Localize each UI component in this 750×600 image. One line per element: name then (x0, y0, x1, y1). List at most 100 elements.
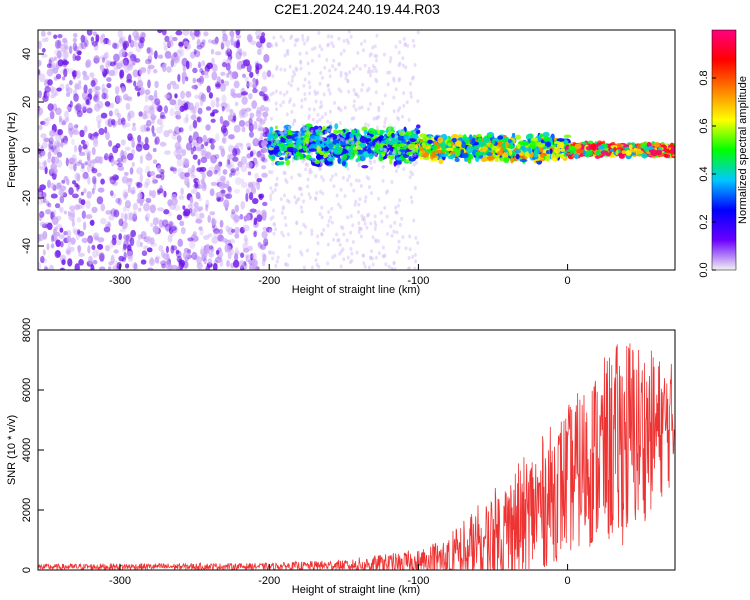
spectrogram-cell (260, 147, 268, 153)
spectrogram-cell (285, 137, 293, 145)
spectrogram-cell (70, 157, 77, 163)
spectrogram-cell (55, 107, 62, 116)
spectrogram-cell (373, 220, 377, 225)
spectrogram-cell (231, 208, 235, 215)
spectrogram-cell (310, 265, 314, 270)
spectrogram-cell (63, 118, 68, 125)
spectrogram-cell (375, 33, 379, 38)
spectrogram-cell (113, 249, 119, 254)
spectrogram-cell (59, 206, 64, 214)
spectrogram-cell (183, 116, 189, 124)
spectrogram-cell (149, 204, 156, 214)
spectrogram-cell (94, 85, 98, 94)
spectrogram-cell (388, 59, 392, 64)
spectrogram-cell (256, 150, 262, 158)
spectrogram-cell (66, 249, 71, 254)
spectrogram-cell (87, 235, 94, 244)
spectrogram-cell (301, 199, 305, 204)
spectrogram-cell (286, 232, 290, 237)
spectrogram-cell (556, 138, 565, 142)
spectrogram-cell (176, 50, 183, 58)
spectrogram-cell (274, 89, 278, 94)
spectrogram-cell (306, 177, 310, 182)
spectrogram-cell (201, 171, 206, 181)
spectrogram-cell (197, 64, 203, 69)
spectrogram-cell (491, 138, 496, 145)
spectrogram-cell (397, 146, 401, 151)
spectrogram-cell (180, 90, 185, 100)
spectrogram-cell (294, 66, 298, 71)
spectrogram-cell (355, 250, 359, 255)
spectrogram-cell (261, 230, 268, 239)
x-tick-label: 0 (565, 275, 571, 287)
spectrogram-cell (132, 210, 137, 218)
spectrogram-cell (471, 137, 476, 144)
spectrogram-cell (97, 187, 105, 193)
spectrogram-cell (404, 65, 408, 70)
spectrogram-cell (342, 48, 346, 53)
spectrogram-cell (361, 253, 365, 258)
spectrogram-cell (286, 146, 295, 151)
spectrogram-cell (274, 133, 278, 139)
spectrogram-cell (220, 189, 226, 194)
spectrogram-cell (139, 155, 144, 164)
spectrogram-cell (505, 141, 509, 148)
spectrogram-cell (267, 98, 271, 103)
spectrogram-cell (96, 172, 102, 177)
spectrogram-cell (59, 134, 65, 140)
spectrogram-cell (233, 124, 241, 133)
spectrogram-cell (371, 145, 375, 150)
spectrogram-cell (333, 100, 337, 105)
spectrogram-cell (56, 87, 62, 92)
spectrogram-cell (101, 92, 107, 100)
spectrogram-cell (158, 219, 164, 228)
spectrogram-cell (416, 99, 420, 104)
snr-x-ticks: -300 -200 -100 0 (109, 564, 571, 587)
spectrogram-cell (400, 114, 404, 119)
spectrogram-cell (273, 187, 277, 192)
spectrogram-cell (251, 197, 259, 205)
spectrogram-cell (276, 255, 280, 260)
spectrogram-cell (167, 234, 173, 243)
spectrogram-cell (363, 39, 367, 44)
spectrogram-cell (650, 149, 659, 157)
spectrogram-cell (226, 72, 230, 78)
spectrogram-cell (271, 256, 275, 261)
spectrogram-cell (57, 59, 64, 67)
spectrogram-cell (368, 127, 376, 135)
spectrogram-cell (69, 246, 75, 252)
spectrogram-cell (95, 85, 101, 91)
spectrogram-cell (205, 265, 211, 270)
spectrogram-cell (254, 159, 258, 165)
spectrogram-cell (317, 127, 321, 132)
spectrogram-cell (201, 39, 206, 45)
spectrogram-cell (427, 139, 433, 144)
spectrogram-cell (546, 141, 552, 148)
y-tick-label: 40 (21, 48, 33, 60)
spectrogram-cell (646, 141, 652, 148)
spectrogram-cell (49, 264, 55, 270)
spectrogram-cell (130, 186, 136, 194)
spectrogram-cell (389, 158, 393, 165)
spectrogram-cell (269, 197, 273, 202)
spectrogram-cell (315, 190, 319, 195)
spectrogram-cell (333, 253, 337, 258)
spectrogram-cell (413, 152, 417, 157)
spectrogram-cell (272, 129, 276, 134)
spectrogram-cell (229, 72, 235, 81)
spectrogram-cell (371, 45, 375, 50)
y-tick-label: 4000 (21, 438, 33, 462)
spectrogram-cell (240, 108, 247, 115)
spectrogram-cell (53, 231, 61, 237)
spectrogram-cell (206, 85, 211, 93)
spectrogram-cell (331, 44, 335, 49)
spectrogram-cell (175, 265, 181, 270)
spectrogram-cell (146, 47, 151, 55)
spectrogram-cell (386, 232, 390, 237)
spectrogram-cell (61, 50, 69, 60)
spectrogram-cell (166, 83, 172, 91)
spectrogram-cell (410, 153, 414, 158)
spectrogram-cell (333, 67, 337, 72)
spectrogram-cell (74, 82, 80, 91)
spectrogram-cell (185, 60, 190, 70)
